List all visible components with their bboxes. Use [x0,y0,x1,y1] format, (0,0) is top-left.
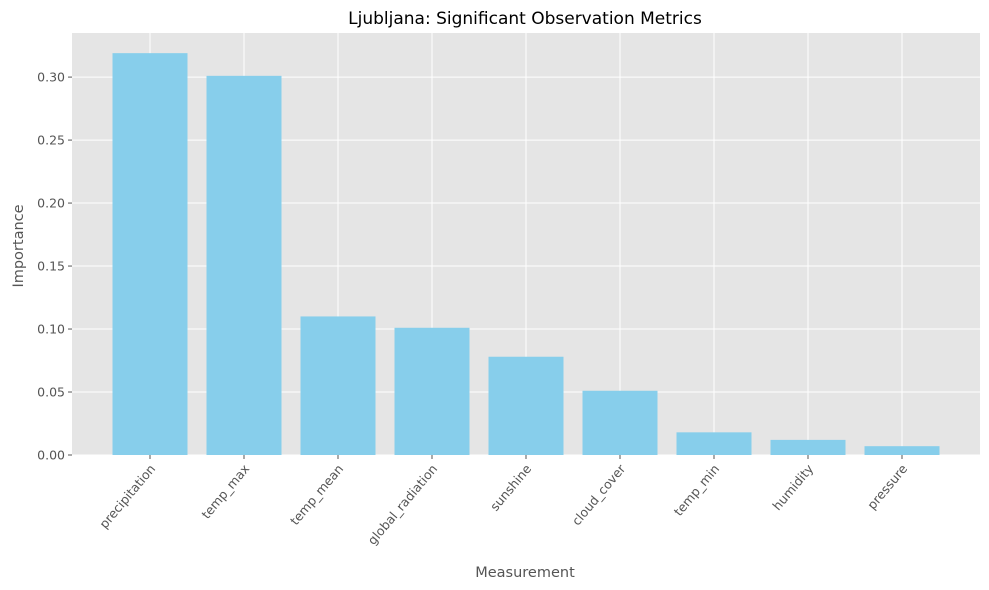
bar-temp_max [206,75,282,456]
x-tick-label-temp_max: temp_max [198,461,252,521]
bar-humidity [770,439,846,455]
y-tick-label: 0.00 [37,448,65,463]
bar-temp_min [676,432,752,455]
y-axis-ticks: 0.00 0.05 0.10 0.15 0.20 0.25 0.30 [37,70,72,463]
x-tick-label-pressure: pressure [864,461,910,512]
x-tick-label-humidity: humidity [769,461,816,513]
bar-temp_mean [300,316,376,455]
x-axis-label: Measurement [475,565,575,581]
bar-pressure [864,446,940,455]
x-axis-ticks: precipitation temp_max temp_mean global_rad… [96,455,910,548]
y-tick-label: 0.25 [37,133,65,148]
bar-precipitation [112,53,188,456]
x-tick-label-sunshine: sunshine [487,461,535,514]
y-tick-label: 0.10 [37,322,65,337]
chart-title: Ljubljana: Significant Observation Metri… [348,9,702,29]
x-tick-label-temp_min: temp_min [671,461,723,519]
bar-sunshine [488,356,564,455]
y-axis-label: Importance [11,204,27,287]
y-tick-label: 0.05 [37,385,65,400]
bar-global_radiation [394,327,470,455]
x-tick-label-cloud_cover: cloud_cover [569,461,629,529]
y-tick-label: 0.30 [37,70,65,85]
x-tick-label-temp_mean: temp_mean [287,461,346,528]
bar-cloud_cover [582,390,658,455]
x-tick-label-precipitation: precipitation [96,461,158,531]
bars [112,53,940,456]
x-tick-label-global_radiation: global_radiation [364,461,440,547]
y-tick-label: 0.15 [37,259,65,274]
y-tick-label: 0.20 [37,196,65,211]
